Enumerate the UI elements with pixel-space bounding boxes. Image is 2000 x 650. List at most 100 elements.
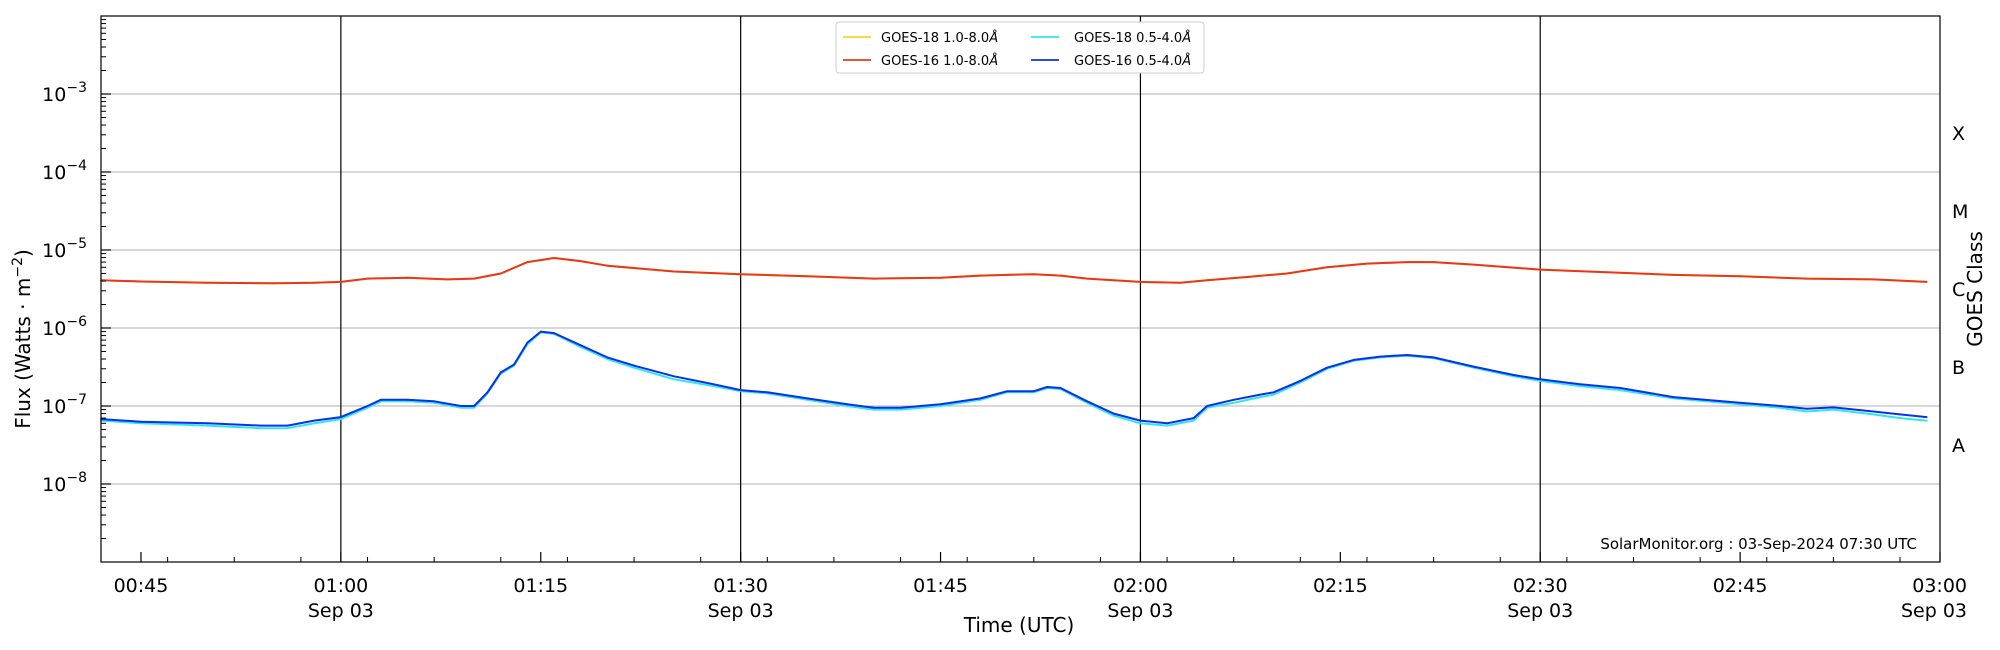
data-point bbox=[1059, 387, 1062, 389]
data-point bbox=[1112, 414, 1115, 417]
data-point bbox=[1899, 417, 1901, 419]
legend-label-goes18-short: GOES-18 0.5-4.0Å bbox=[1074, 30, 1191, 46]
data-point bbox=[499, 272, 502, 275]
x-tick-date-label: Sep 03 bbox=[1107, 600, 1173, 622]
y-tick-label-exponent: −6 bbox=[66, 314, 87, 330]
goes-class-label: C bbox=[1952, 279, 1965, 301]
series-goes-18-1-0-8-0 bbox=[100, 257, 1928, 285]
data-point bbox=[1259, 396, 1262, 398]
y-tick-label-base: 10 bbox=[42, 84, 66, 106]
data-point bbox=[1832, 406, 1835, 409]
legend-label-goes16-long-name: GOES-16 1.0-8.0 bbox=[881, 54, 989, 69]
data-point bbox=[366, 405, 369, 407]
data-point bbox=[1046, 386, 1049, 388]
data-point bbox=[459, 405, 462, 407]
data-point bbox=[1579, 383, 1582, 386]
legend-label-goes16-short-unit: Å bbox=[1181, 53, 1191, 69]
data-point bbox=[499, 371, 502, 374]
data-point bbox=[1899, 413, 1901, 416]
data-point bbox=[1206, 405, 1208, 407]
data-point bbox=[1739, 403, 1741, 406]
data-point bbox=[899, 408, 902, 411]
legend-label-goes18-long: GOES-18 1.0-8.0Å bbox=[881, 30, 998, 46]
y-axis-title-close: ) bbox=[11, 249, 35, 257]
data-point bbox=[1539, 378, 1542, 381]
data-point bbox=[140, 420, 142, 423]
data-point bbox=[406, 276, 409, 279]
data-point bbox=[1872, 278, 1875, 281]
data-point bbox=[406, 398, 409, 401]
data-point bbox=[633, 364, 635, 367]
data-point bbox=[939, 403, 942, 406]
data-point bbox=[313, 281, 316, 284]
y-tick-label: 10−7 bbox=[42, 392, 87, 418]
data-point bbox=[366, 277, 369, 280]
data-point bbox=[313, 419, 316, 422]
legend-label-goes18-short-name: GOES-18 0.5-4.0 bbox=[1074, 31, 1182, 46]
data-point bbox=[1832, 408, 1835, 411]
data-point bbox=[713, 383, 715, 386]
data-point bbox=[1605, 271, 1608, 274]
data-point bbox=[633, 366, 635, 369]
legend-label-goes18-long-name: GOES-18 1.0-8.0 bbox=[881, 31, 989, 46]
data-point bbox=[446, 278, 449, 281]
data-point bbox=[1672, 396, 1675, 398]
data-point bbox=[260, 424, 262, 427]
data-point bbox=[739, 273, 742, 276]
y-tick-label-base: 10 bbox=[42, 240, 66, 262]
data-point bbox=[1579, 385, 1582, 387]
y-tick-label-base: 10 bbox=[42, 474, 66, 496]
data-point bbox=[379, 398, 382, 401]
data-point bbox=[473, 406, 475, 409]
data-point bbox=[1432, 356, 1435, 359]
series-goes-16-0-5-4-0 bbox=[100, 330, 1928, 427]
x-tick-label: 02:15 bbox=[1313, 575, 1368, 597]
x-axis-ticks: 00:45 01:00 Sep 03 01:15 01:30 Sep 03 01:45 02:… bbox=[100, 552, 1967, 622]
data-point bbox=[340, 418, 342, 420]
y-tick-label: 10−4 bbox=[42, 158, 87, 184]
data-point bbox=[1872, 413, 1875, 416]
legend-label-goes16-short-name: GOES-16 0.5-4.0 bbox=[1074, 54, 1182, 69]
data-point bbox=[1366, 262, 1368, 265]
data-point bbox=[806, 397, 809, 400]
legend-label-goes16-short: GOES-16 0.5-4.0Å bbox=[1074, 53, 1191, 69]
data-point bbox=[513, 363, 515, 366]
data-point bbox=[1032, 273, 1035, 276]
data-point bbox=[406, 400, 409, 403]
data-point bbox=[579, 260, 582, 262]
series-line bbox=[100, 257, 1927, 285]
credit-text: SolarMonitor.org : 03-Sep-2024 07:30 UTC bbox=[1600, 535, 1917, 553]
data-point bbox=[606, 264, 609, 267]
x-tick-date-label: Sep 03 bbox=[1507, 600, 1573, 622]
data-point bbox=[579, 344, 582, 347]
data-point bbox=[1779, 405, 1781, 407]
data-point bbox=[526, 341, 529, 344]
data-point bbox=[939, 276, 942, 279]
data-point bbox=[1192, 417, 1195, 419]
data-point bbox=[473, 405, 475, 407]
data-point bbox=[1006, 390, 1009, 393]
y-tick-label: 10−6 bbox=[42, 314, 87, 340]
data-point bbox=[1925, 416, 1928, 418]
data-point bbox=[806, 275, 809, 278]
legend-label-goes16-long-unit: Å bbox=[988, 53, 998, 69]
data-point bbox=[606, 356, 609, 359]
data-point bbox=[1246, 276, 1248, 278]
data-point bbox=[1352, 359, 1355, 361]
x-tick-label: 02:45 bbox=[1713, 575, 1768, 597]
data-point bbox=[553, 257, 555, 259]
data-point bbox=[1432, 261, 1435, 263]
data-point bbox=[1059, 274, 1062, 277]
goes-class-labels: A B C M X bbox=[1952, 123, 1968, 457]
data-point bbox=[1259, 393, 1262, 396]
data-point bbox=[846, 403, 849, 406]
data-point bbox=[473, 277, 475, 280]
x-tick-label: 01:00 bbox=[313, 575, 368, 597]
goes-class-label: A bbox=[1952, 435, 1965, 457]
data-point bbox=[206, 424, 209, 427]
data-point bbox=[1779, 406, 1781, 409]
y-axis-title-superscript: −2 bbox=[10, 257, 26, 278]
data-point bbox=[1206, 279, 1208, 282]
x-tick-date-label: Sep 03 bbox=[308, 600, 374, 622]
